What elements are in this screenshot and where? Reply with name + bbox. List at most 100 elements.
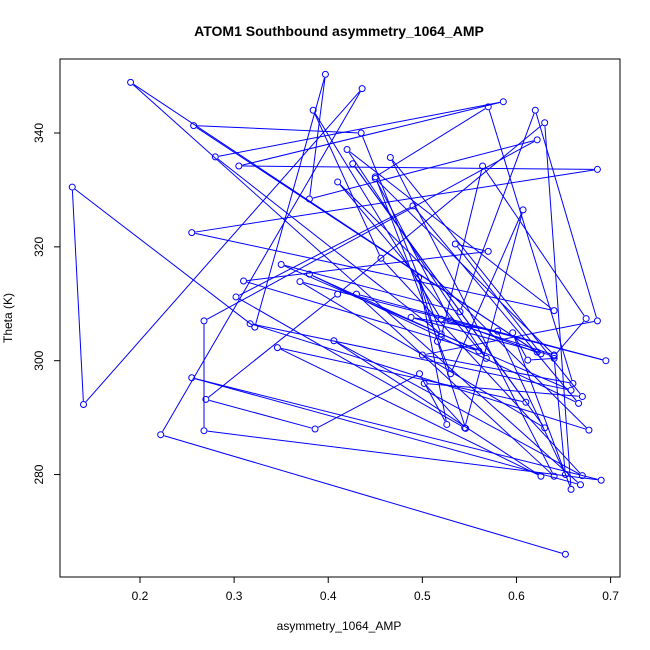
series-0-point-9 <box>200 317 208 325</box>
series-0-segment-13 <box>132 84 579 483</box>
series-0-point-26 <box>482 354 490 362</box>
series-0-point-65 <box>602 357 610 365</box>
series-0-segment-78 <box>340 124 543 293</box>
series-0-point-90 <box>437 333 445 341</box>
series-0-point-51 <box>447 317 455 325</box>
series-0-point-16 <box>190 122 198 130</box>
x-tick-label-5: 0.7 <box>602 589 619 603</box>
y-tick-label-0: 280 <box>32 464 46 484</box>
series-0-point-20 <box>499 98 507 106</box>
series-0-segment-83 <box>553 361 566 472</box>
series-points-group <box>68 70 610 558</box>
series-0-segment-73 <box>418 281 447 422</box>
series-0-segment-75 <box>318 375 417 428</box>
series-0-segment-3 <box>71 190 84 401</box>
series-0-segment-80 <box>513 335 571 487</box>
series-0-point-78 <box>334 290 342 298</box>
y-axis-label: Theta (K) <box>1 293 15 343</box>
series-0-point-84 <box>561 471 569 479</box>
series-0-point-60 <box>273 344 281 352</box>
series-0-point-76 <box>311 425 319 433</box>
series-0-point-43 <box>409 202 417 210</box>
series-0-point-4 <box>68 183 76 191</box>
series-0-segment-41 <box>238 298 462 427</box>
series-0-point-25 <box>343 146 351 154</box>
series-0-point-40 <box>519 206 527 214</box>
series-0-point-45 <box>305 270 313 278</box>
series-0-segment-77 <box>208 295 336 398</box>
series-0-point-83 <box>550 354 558 362</box>
series-0-segment-67 <box>391 160 553 474</box>
series-0-segment-56 <box>383 260 581 474</box>
series-0-segment-47 <box>247 251 485 282</box>
series-0-point-87 <box>550 352 558 360</box>
x-tick-label-2: 0.4 <box>320 589 337 603</box>
x-tick-label-4: 0.6 <box>508 589 525 603</box>
series-0-point-24 <box>550 307 558 315</box>
series-0-point-23 <box>188 229 196 237</box>
series-0-segment-84 <box>498 334 565 472</box>
series-0-point-42 <box>232 293 240 301</box>
series-0-point-36 <box>569 379 577 387</box>
series-line-group <box>71 77 603 554</box>
series-0-point-77 <box>202 395 210 403</box>
series-0-point-11 <box>597 476 605 484</box>
series-0-point-30 <box>567 386 575 394</box>
series-0-segment-70 <box>426 385 464 427</box>
series-0-point-21 <box>235 162 243 170</box>
series-0-segment-37 <box>378 108 486 176</box>
series-0-segment-45 <box>312 275 476 350</box>
series-0-segment-21 <box>242 165 594 170</box>
series-0-point-49 <box>451 240 459 248</box>
series-0-point-82 <box>524 356 532 364</box>
series-0-segment-29 <box>253 323 568 391</box>
series-0-point-3 <box>80 401 88 409</box>
series-0-point-67 <box>550 472 558 480</box>
series-0-point-81 <box>509 329 517 337</box>
series-0-point-52 <box>371 175 379 183</box>
x-axis-label: asymmetry_1064_AMP <box>277 619 402 633</box>
series-0-point-1 <box>157 431 165 439</box>
series-0-point-73 <box>415 274 423 282</box>
y-tick-label-2: 320 <box>32 237 46 257</box>
series-0-point-8 <box>533 136 541 144</box>
series-0-segment-17 <box>362 136 441 331</box>
series-0-segment-54 <box>314 113 440 317</box>
series-0-point-72 <box>433 337 441 345</box>
series-0-point-6 <box>321 70 329 78</box>
series-0-segment-6 <box>309 77 326 196</box>
series-0-point-22 <box>593 165 601 173</box>
series-0-segment-60 <box>280 347 523 402</box>
series-0-point-27 <box>334 178 342 186</box>
series-0-point-14 <box>127 78 135 86</box>
series-0-point-29 <box>246 320 254 328</box>
series-0-point-7 <box>305 195 313 203</box>
series-0-segment-57 <box>336 342 580 475</box>
series-0-point-13 <box>576 481 584 489</box>
series-0-point-46 <box>475 347 483 355</box>
chart-title: ATOM1 Southbound asymmetry_1064_AMP <box>194 23 484 39</box>
series-0-segment-26 <box>339 184 485 356</box>
series-0-point-33 <box>531 106 539 114</box>
series-0-point-32 <box>456 308 464 316</box>
series-0-segment-4 <box>74 188 253 326</box>
series-0-segment-23 <box>195 232 551 311</box>
series-0-segment-22 <box>195 169 594 233</box>
series-0-point-88 <box>582 315 590 323</box>
series-0-segment-11 <box>195 378 598 480</box>
series-0-segment-76 <box>209 399 312 429</box>
series-0-point-44 <box>575 399 583 407</box>
series-0-point-17 <box>357 129 365 137</box>
series-0-segment-55 <box>314 113 380 256</box>
plot-frame <box>59 58 621 578</box>
series-0-point-5 <box>251 323 259 331</box>
series-0-segment-18 <box>217 158 439 333</box>
series-0-point-62 <box>349 160 357 168</box>
series-0-segment-72 <box>419 280 437 339</box>
series-0-segment-51 <box>376 181 450 318</box>
series-0-segment-12 <box>195 378 578 485</box>
series-0-segment-71 <box>438 344 466 426</box>
series-0-point-15 <box>533 348 541 356</box>
series-0-point-0 <box>561 550 569 558</box>
